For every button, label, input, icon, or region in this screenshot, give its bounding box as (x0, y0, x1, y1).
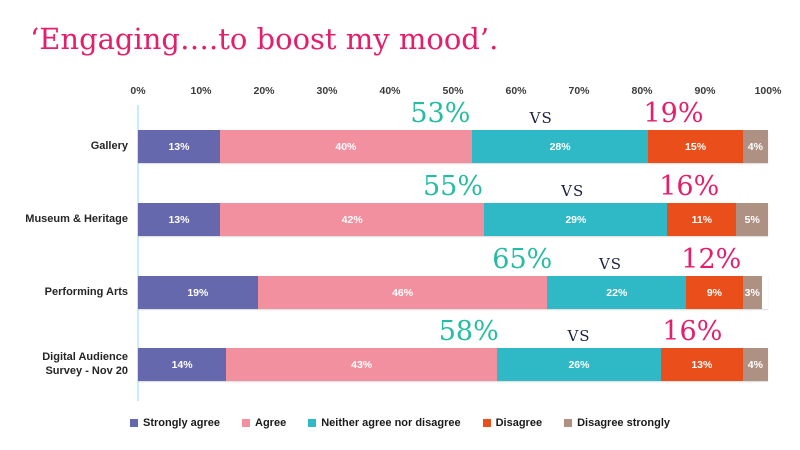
legend: Strongly agree Agree Neither agree nor dis… (0, 417, 800, 429)
agree-total-annotation: 65% (492, 244, 553, 275)
x-tick: 0% (130, 85, 146, 97)
agree-total-annotation: 53% (410, 98, 471, 129)
bar-segment-value: 5% (744, 213, 760, 226)
x-axis: 0% 10% 20% 30% 40% 50% 60% 70% 80% 90% 100% (130, 85, 781, 99)
bar-segment-value: 42% (341, 213, 363, 226)
annotation-row: 55% vs 16% (138, 168, 768, 200)
legend-swatch (242, 419, 251, 427)
bar-segment-value: 15% (685, 140, 707, 153)
bar-segment-value: 14% (171, 358, 193, 371)
bar-segment: 13% (138, 130, 220, 163)
x-tick: 60% (505, 85, 527, 97)
bar-segment-value: 46% (392, 286, 414, 299)
legend-item: Strongly agree (129, 417, 221, 429)
bar-segment: 13% (660, 348, 743, 381)
x-tick: 90% (694, 85, 716, 97)
vs-annotation: vs (561, 177, 585, 201)
bar-segment-value: 29% (565, 213, 587, 226)
bar-segment: 43% (226, 348, 498, 381)
disagree-total-annotation: 12% (681, 244, 742, 275)
legend-swatch (482, 419, 491, 427)
bar-segment-value: 4% (747, 358, 763, 371)
bar-segment-value: 28% (549, 140, 571, 153)
bar-segment: 11% (667, 203, 737, 236)
bar-segment: 13% (138, 203, 220, 236)
legend-label: Neither agree nor disagree (321, 417, 461, 429)
legend-label: Disagree (495, 417, 543, 429)
bar-segment: 3% (742, 276, 762, 309)
agree-total-annotation: 58% (438, 316, 499, 347)
x-tick: 10% (190, 85, 212, 97)
legend-item: Neither agree nor disagree (308, 417, 461, 429)
legend-label: Strongly agree (142, 417, 221, 429)
bar-segment-value: 9% (706, 286, 723, 299)
x-tick: 100% (754, 85, 782, 97)
bar-segment: 26% (497, 348, 661, 381)
bar-segment: 46% (257, 276, 548, 309)
x-tick: 20% (253, 85, 275, 97)
legend-item: Agree (242, 417, 286, 429)
vs-annotation: vs (598, 250, 623, 274)
bar-segment: 9% (686, 276, 743, 309)
x-tick: 70% (568, 85, 590, 97)
disagree-total-annotation: 16% (659, 171, 720, 202)
category-label: Digital Audience Survey - Nov 20 (42, 351, 128, 377)
bar-segment-value: 40% (335, 140, 357, 153)
stacked-bar: 13% 40% 28% 15% 4% (138, 130, 768, 163)
legend-swatch (308, 419, 317, 427)
bar-segment: 4% (742, 130, 768, 163)
bar-segment-value: 13% (691, 358, 713, 371)
x-tick: 40% (379, 85, 401, 97)
bar-segment-value: 26% (568, 358, 590, 371)
stacked-bar: 14% 43% 26% 13% 4% (138, 348, 768, 381)
legend-item: Disagree strongly (564, 417, 670, 429)
annotation-row: 58% vs 16% (138, 313, 768, 345)
bar-segment-value: 22% (606, 286, 628, 299)
legend-swatch (129, 419, 138, 427)
bar-segment: 40% (219, 130, 472, 163)
stacked-bar: 13% 42% 29% 11% 5% (138, 203, 768, 236)
bar-segment: 22% (547, 276, 687, 309)
x-tick: 30% (316, 85, 338, 97)
vs-annotation: vs (529, 104, 553, 128)
bar-segment-value: 11% (691, 213, 713, 226)
category-label: Gallery (90, 140, 128, 153)
agree-total-annotation: 55% (422, 171, 484, 202)
x-tick: 50% (442, 85, 464, 97)
category-label: Museum & Heritage (25, 213, 128, 226)
bar-segment: 14% (138, 348, 227, 381)
vs-annotation: vs (567, 322, 591, 346)
bar-segment-value: 19% (187, 286, 209, 299)
bar-segment-value: 13% (168, 140, 190, 153)
bar-segment: 42% (219, 203, 485, 236)
bar-segment-value: 3% (744, 286, 760, 299)
stacked-bar: 19% 46% 22% 9% 3% (138, 276, 768, 309)
legend-label: Agree (255, 417, 287, 429)
annotation-row: 53% vs 19% (138, 95, 768, 127)
plot-area: 0% 10% 20% 30% 40% 50% 60% 70% 80% 90% 100% 53% vs 1… (25, 85, 781, 415)
legend-label: Disagree strongly (577, 417, 670, 429)
legend-swatch (564, 419, 573, 427)
bar-segment-value: 4% (747, 140, 763, 153)
annotation-row: 65% vs 12% (138, 241, 768, 273)
bar-segment-value: 43% (351, 358, 373, 371)
bar-segment: 19% (138, 276, 258, 309)
bar-segment: 28% (471, 130, 649, 163)
category-label: Performing Arts (44, 286, 128, 299)
bar-segment: 29% (484, 203, 668, 236)
disagree-total-annotation: 16% (662, 316, 723, 347)
x-tick: 80% (631, 85, 653, 97)
bar-segment: 5% (736, 203, 768, 236)
disagree-total-annotation: 19% (643, 98, 704, 129)
bar-segment: 15% (648, 130, 743, 163)
bar-segment: 4% (742, 348, 768, 381)
y-axis-line (137, 105, 139, 401)
chart-title: ‘Engaging….to boost my mood’. (30, 22, 499, 56)
legend-item: Disagree (482, 417, 543, 429)
bar-segment-value: 13% (168, 213, 190, 226)
